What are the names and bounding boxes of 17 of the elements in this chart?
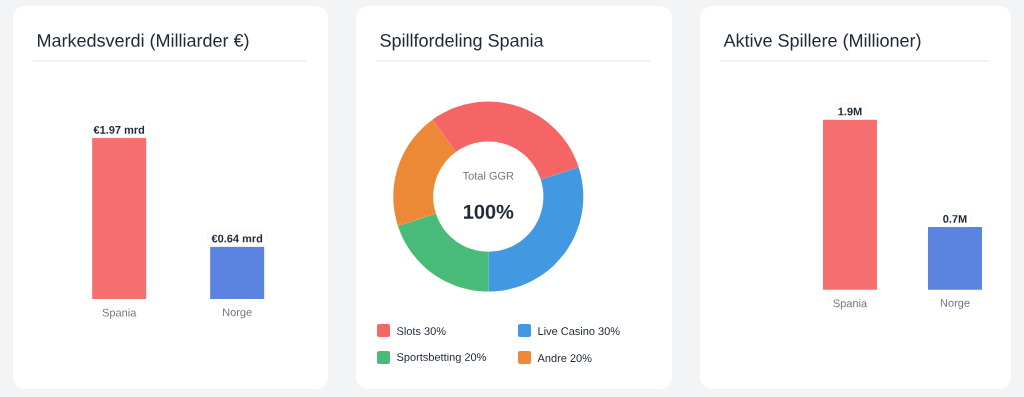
data-label: €1.97 mrd [93,125,145,134]
x-tick-label: Norge [223,308,252,319]
text: Total GGR [462,171,514,180]
x-tick-label: Spania [833,299,868,310]
chart-title: Spillfordeling Spania [380,33,544,51]
chart-title: Aktive Spillere (Millioner) [723,33,921,51]
data-label: 0.7M [943,215,967,223]
legend-label: Sportsbetting 20% [397,352,487,364]
chart-title: Markedsverdi (Milliarder €) [38,33,249,51]
legend-label: Live Casino 30% [538,326,620,336]
data-label: 1.9M [838,107,862,116]
x-tick-label: Spania [102,308,137,319]
legend-label: Slots 30% [397,326,446,336]
legend-label: Andre 20% [537,353,592,363]
data-label: €0.64 mrd [211,234,263,243]
text: 100% [463,204,514,219]
x-tick-label: Norge [940,299,970,310]
